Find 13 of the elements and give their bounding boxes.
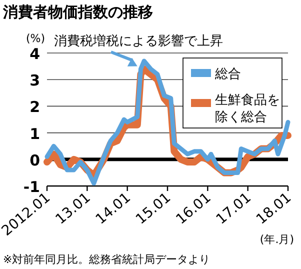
y-tick-label: 0	[30, 151, 40, 170]
y-tick-label: 2	[30, 98, 40, 116]
x-axis-title: (年.月)	[260, 233, 294, 246]
y-tick-label: 1	[30, 124, 40, 143]
y-tick-label: -1	[23, 178, 40, 196]
legend-label: 生鮮食品を除く総合	[215, 93, 280, 125]
y-axis-title: (%)	[26, 32, 46, 45]
annotation: 消費税増税による影響で上昇	[54, 33, 223, 49]
y-tick-label: 4	[30, 45, 40, 63]
text: ※対前年同月比。総務省統計局データより	[3, 253, 210, 266]
chart-title: 消費者物価指数の推移	[2, 3, 153, 21]
y-tick-label: 3	[30, 72, 40, 90]
legend-label: 総合	[214, 67, 241, 82]
